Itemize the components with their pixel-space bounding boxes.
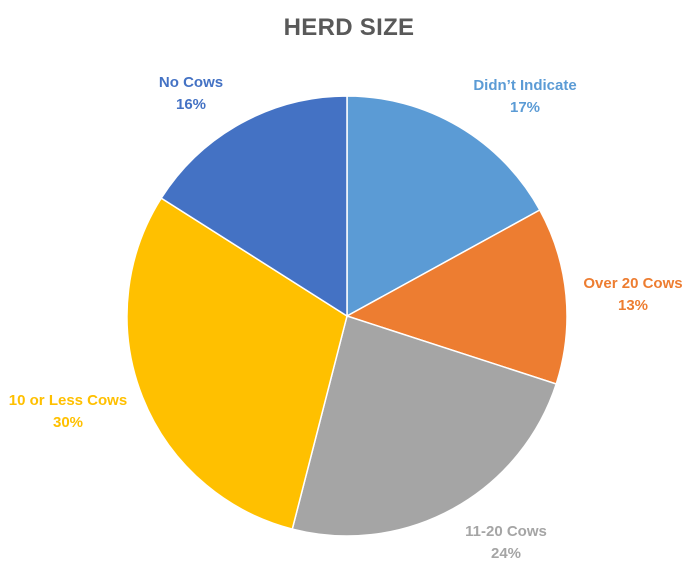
slice-value-over-20-cows: 13% [618,297,648,314]
pie-slice-over-20-cows [345,208,568,385]
slice-label-10-or-less-cows: 10 or Less Cows [9,392,127,409]
pie-slice-no-cows [160,95,348,318]
pie-slice-didn-t-indicate [346,95,541,318]
pie-labels: Didn’t Indicate 17% Over 20 Cows 13% 11-20 C… [9,74,683,562]
slice-label-no-cows: No Cows [159,74,223,91]
slice-value-11-20-cows: 24% [491,545,521,562]
slice-label-didn-t-indicate: Didn’t Indicate [473,77,576,94]
pie-slice-10-or-less-cows [126,197,348,531]
slice-label-11-20-cows: 11-20 Cows [465,523,547,540]
pie-slices [126,95,568,537]
slice-value-didn-t-indicate: 17% [510,99,540,116]
pie-slice-11-20-cows [291,315,558,537]
slice-value-no-cows: 16% [176,96,206,113]
slice-value-10-or-less-cows: 30% [53,414,83,431]
slice-label-over-20-cows: Over 20 Cows [583,275,682,292]
chart-title: HERD SIZE [283,14,415,41]
